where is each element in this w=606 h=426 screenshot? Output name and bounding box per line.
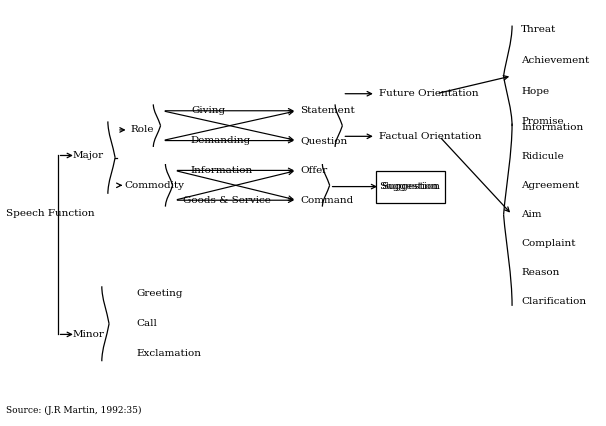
Text: Goods & Service: Goods & Service [183,196,271,205]
Text: Greeting: Greeting [136,289,183,299]
Text: Statement: Statement [300,106,355,115]
Text: Exclamation: Exclamation [136,349,201,358]
Text: Information: Information [521,123,584,132]
Text: Demanding: Demanding [191,136,251,145]
Text: Minor: Minor [73,330,105,339]
Text: Major: Major [73,151,104,160]
Text: Clarification: Clarification [521,297,586,306]
Text: Achievement: Achievement [521,56,590,65]
Text: Commodity: Commodity [124,181,184,190]
Text: Question: Question [300,136,347,145]
Text: Complaint: Complaint [521,239,576,248]
Text: Information: Information [191,166,253,175]
Text: Ridicule: Ridicule [521,152,564,161]
Text: Suggestion: Suggestion [379,182,438,191]
Text: Hope: Hope [521,86,549,96]
Text: Factual Orientation: Factual Orientation [379,132,481,141]
Text: Threat: Threat [521,25,556,35]
Text: Call: Call [136,319,157,328]
Text: Future Orientation: Future Orientation [379,89,478,98]
Text: Promise: Promise [521,117,564,127]
FancyBboxPatch shape [376,170,445,202]
Text: Command: Command [300,196,353,205]
Text: Aim: Aim [521,210,542,219]
Text: Suggestion: Suggestion [381,182,440,191]
Text: Speech Function: Speech Function [6,208,95,218]
Text: Source: (J.R Martin, 1992:35): Source: (J.R Martin, 1992:35) [6,406,142,415]
Text: Offer: Offer [300,166,327,175]
Text: Giving: Giving [191,106,225,115]
Text: Reason: Reason [521,268,559,277]
Text: Role: Role [130,125,154,135]
Text: Agreement: Agreement [521,181,579,190]
